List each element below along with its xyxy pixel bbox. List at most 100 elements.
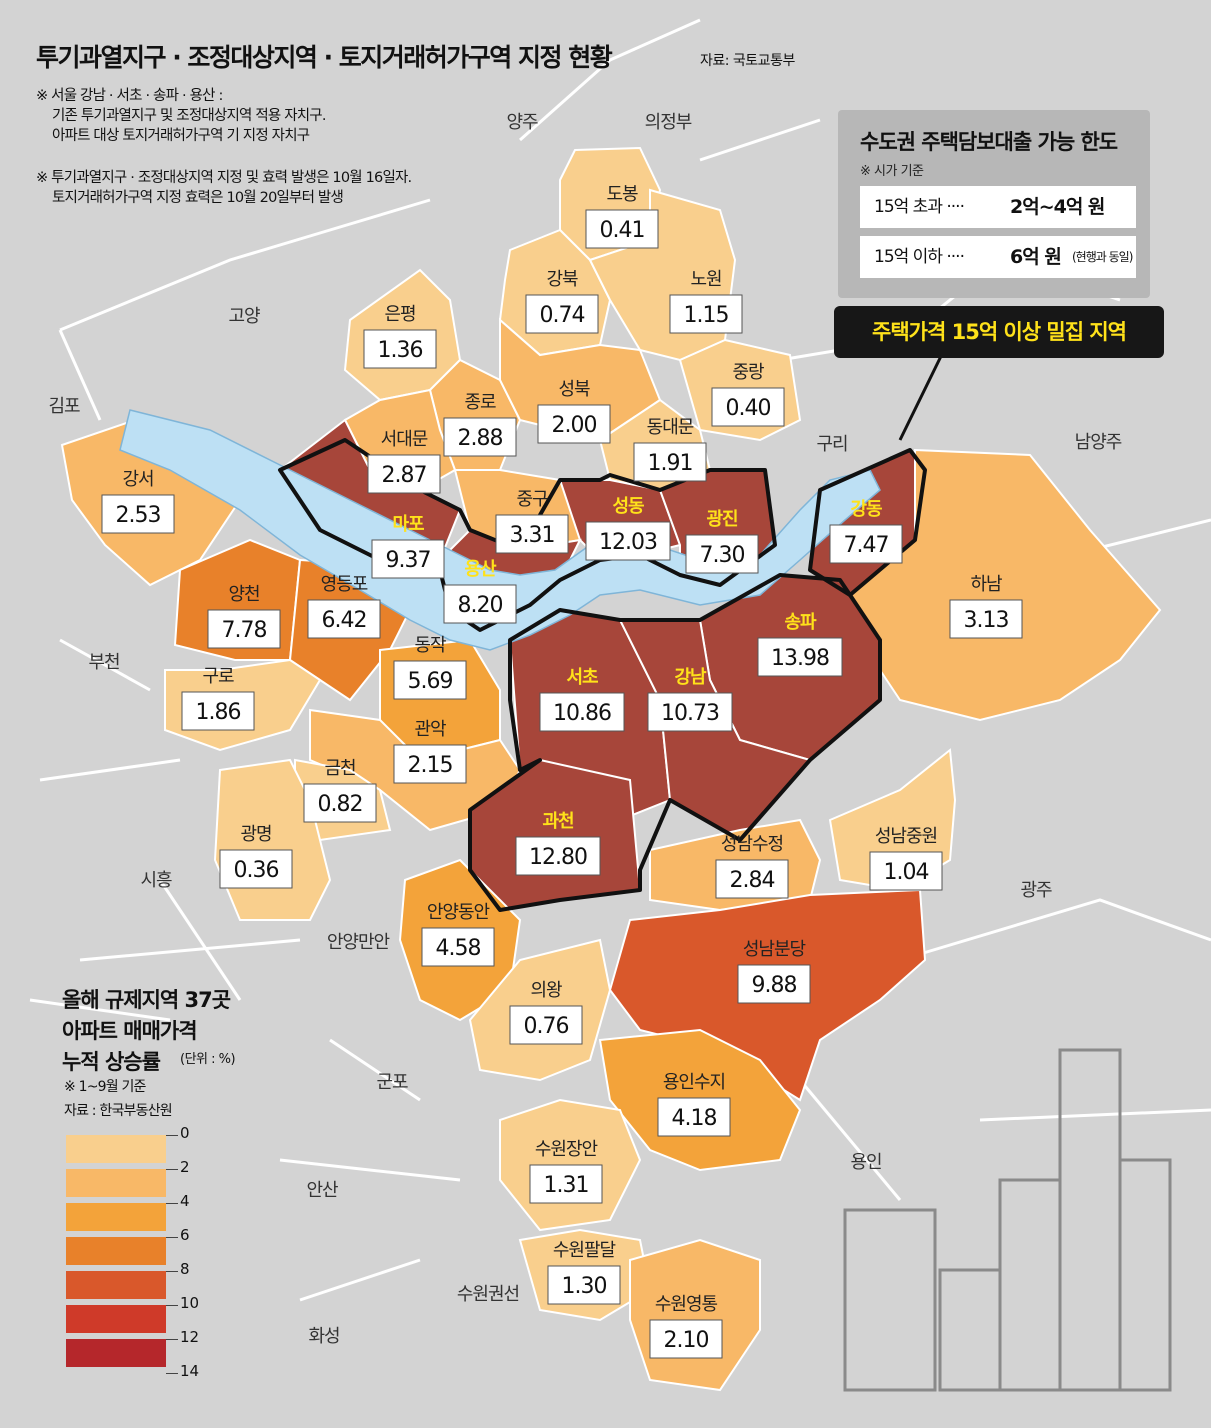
- region-name: 동대문: [647, 417, 694, 438]
- region-value: 1.91: [648, 451, 693, 476]
- region-value: 4.58: [436, 936, 481, 961]
- legend-title-line: 아파트 매매가격: [62, 1019, 198, 1043]
- loan-row-label: 15억 초과 ····: [874, 197, 965, 217]
- dense-area-outline: [808, 448, 927, 597]
- region-name: 강북: [546, 269, 578, 290]
- legend-label: 6: [180, 1226, 190, 1244]
- legend-tick: [166, 1135, 178, 1136]
- region-value: 9.88: [752, 973, 797, 998]
- callout-pointer: [898, 347, 947, 441]
- building-icon: [1118, 1158, 1172, 1392]
- region-value-box: [715, 859, 789, 899]
- region-value-box: [363, 329, 437, 369]
- legend-tick: [166, 1339, 178, 1340]
- region-value-box: [303, 783, 377, 823]
- legend-label: 12: [180, 1328, 200, 1346]
- region-value-box: [829, 524, 903, 564]
- loan-row-amount: 6억 원: [1010, 246, 1062, 268]
- loan-row-label: 15억 이하 ····: [874, 247, 965, 267]
- region-name: 성동: [612, 496, 644, 517]
- city-boundary-line: [58, 329, 102, 421]
- loan-row-amount: 2억~4억 원: [1010, 196, 1105, 218]
- region-value: 1.04: [884, 860, 929, 885]
- region-value-box: [647, 692, 733, 732]
- region-name: 수원팔달: [553, 1240, 616, 1261]
- region-value-box: [757, 637, 843, 677]
- region-name: 노원: [690, 269, 721, 290]
- region-name: 도봉: [606, 184, 638, 205]
- legend-label: 4: [180, 1192, 190, 1210]
- region-value: 0.36: [234, 858, 279, 883]
- city-boundary-line: [699, 118, 821, 162]
- region-value-box: [515, 836, 601, 876]
- region-name: 수원장안: [535, 1139, 598, 1160]
- region-value: 1.30: [562, 1274, 607, 1299]
- region-name: 성남수정: [721, 834, 783, 855]
- region-value-box: [949, 599, 1023, 639]
- region-name: 중랑: [732, 362, 764, 383]
- region-value-box: [869, 851, 943, 891]
- legend-swatch: [66, 1203, 166, 1231]
- loan-row: 15억 초과 ···· 2억~4억 원: [860, 186, 1136, 228]
- city-boundary-line: [59, 198, 431, 332]
- note-line-3: 아파트 대상 토지거래허가구역 기 지정 자치구: [52, 128, 310, 144]
- region-name: 강서: [122, 469, 153, 490]
- region-value-box: [649, 1319, 723, 1359]
- region-value-box: [421, 927, 495, 967]
- region-name: 동작: [414, 635, 446, 656]
- legend-tick: [166, 1373, 178, 1374]
- region-value: 12.03: [599, 530, 657, 555]
- city-boundary-line: [899, 898, 1211, 962]
- city-boundary-line: [29, 998, 171, 1022]
- region-name: 마포: [392, 514, 424, 535]
- region-value: 10.86: [553, 701, 611, 726]
- region-name: 구로: [202, 666, 234, 687]
- region-name: 과천: [542, 811, 574, 832]
- region-name: 금천: [324, 758, 355, 779]
- city-label: 광주: [1020, 880, 1052, 901]
- region-value-box: [633, 442, 707, 482]
- legend-swatch: [66, 1169, 166, 1197]
- city-label: 양주: [506, 112, 538, 133]
- legend-tick: [166, 1203, 178, 1204]
- region-value: 4.18: [672, 1106, 717, 1131]
- legend-tick: [166, 1305, 178, 1306]
- region-value: 8.20: [458, 593, 503, 618]
- region-value-box: [443, 417, 517, 457]
- region-name: 성남분당: [743, 939, 806, 960]
- region-value-box: [539, 692, 625, 732]
- region-name: 송파: [784, 612, 817, 633]
- region-value: 2.00: [552, 413, 597, 438]
- city-label: 군포: [376, 1072, 408, 1093]
- region-name: 용산: [464, 559, 497, 580]
- region-name: 양천: [228, 584, 259, 605]
- region-value: 2.88: [458, 426, 503, 451]
- region-value: 1.15: [684, 303, 729, 328]
- legend-swatch: [66, 1135, 166, 1163]
- city-boundary-line: [329, 1038, 421, 1102]
- region-value-box: [585, 521, 671, 561]
- region-value-box: [737, 964, 811, 1004]
- region-value-box: [509, 1005, 583, 1045]
- region-name: 서초: [566, 667, 598, 688]
- city-label: 시흥: [140, 870, 172, 891]
- city-label: 수원권선: [457, 1284, 519, 1305]
- region-name: 수원영통: [655, 1294, 718, 1315]
- region-value: 3.13: [964, 608, 1009, 633]
- region-value-box: [657, 1097, 731, 1137]
- loan-limit-subtitle: ※ 시가 기준: [860, 164, 924, 179]
- region-value-box: [219, 849, 293, 889]
- city-boundary-line: [79, 938, 301, 962]
- legend-unit: (단위 : %): [180, 1052, 236, 1067]
- region-value: 2.87: [382, 463, 427, 488]
- region-name: 강동: [850, 499, 882, 520]
- region-name: 하남: [970, 574, 1002, 595]
- region-name: 영등포: [321, 574, 368, 595]
- region-value-box: [547, 1265, 621, 1305]
- region-value: 0.74: [540, 303, 585, 328]
- legend-note-line: ※ 1~9월 기준: [64, 1079, 146, 1095]
- region-value-box: [371, 539, 445, 579]
- region-name: 성북: [558, 379, 590, 400]
- source-note: 자료: 국토교통부: [700, 53, 795, 69]
- note-line-2: 기존 투기과열지구 및 조정대상지역 적용 자치구.: [52, 108, 326, 124]
